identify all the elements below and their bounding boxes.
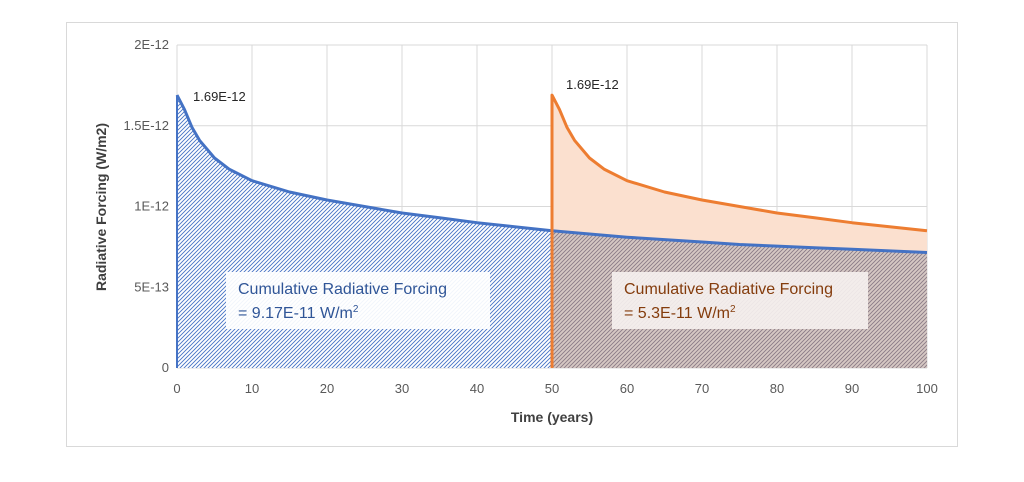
y-tick-label: 1.5E-12 — [123, 118, 169, 133]
x-tick-label: 20 — [320, 381, 334, 396]
annotations: 1.69E-12 1.69E-12 Cumulative Radiative F… — [193, 77, 868, 329]
y-tick-label: 1E-12 — [134, 199, 169, 214]
y-tick-label: 0 — [162, 360, 169, 375]
y-tick-label: 5E-13 — [134, 279, 169, 294]
blue-annotation-line2: = 9.17E-11 W/m2 — [238, 304, 359, 322]
red-annotation-box — [612, 272, 868, 329]
y-axis-title: Radiative Forcing (W/m2) — [93, 123, 109, 291]
series-lines — [175, 93, 928, 368]
blue-series-line — [175, 94, 928, 254]
x-tick-label: 100 — [916, 381, 938, 396]
x-axis-title: Time (years) — [511, 409, 593, 425]
y-tick-label: 2E-12 — [134, 37, 169, 52]
red-annotation-line2: = 5.3E-11 W/m2 — [624, 304, 736, 322]
orange-area-fill — [552, 95, 927, 253]
orange-series-line — [550, 93, 928, 368]
blue-annotation-line1: Cumulative Radiative Forcing — [238, 281, 447, 298]
x-tick-label: 50 — [545, 381, 559, 396]
x-tick-label: 90 — [845, 381, 859, 396]
x-tick-label: 30 — [395, 381, 409, 396]
x-tick-label: 70 — [695, 381, 709, 396]
tick-labels: 0 5E-13 1E-12 1.5E-12 2E-12 0 10 20 30 40 50 60 70 80… — [123, 37, 937, 396]
x-tick-label: 10 — [245, 381, 259, 396]
blue-annotation-box — [226, 272, 490, 329]
x-tick-label: 0 — [173, 381, 180, 396]
peak-label-orange: 1.69E-12 — [566, 77, 619, 92]
peak-label-blue: 1.69E-12 — [193, 89, 246, 104]
x-tick-label: 80 — [770, 381, 784, 396]
x-tick-label: 60 — [620, 381, 634, 396]
x-tick-label: 40 — [470, 381, 484, 396]
red-annotation-line1: Cumulative Radiative Forcing — [624, 281, 833, 298]
